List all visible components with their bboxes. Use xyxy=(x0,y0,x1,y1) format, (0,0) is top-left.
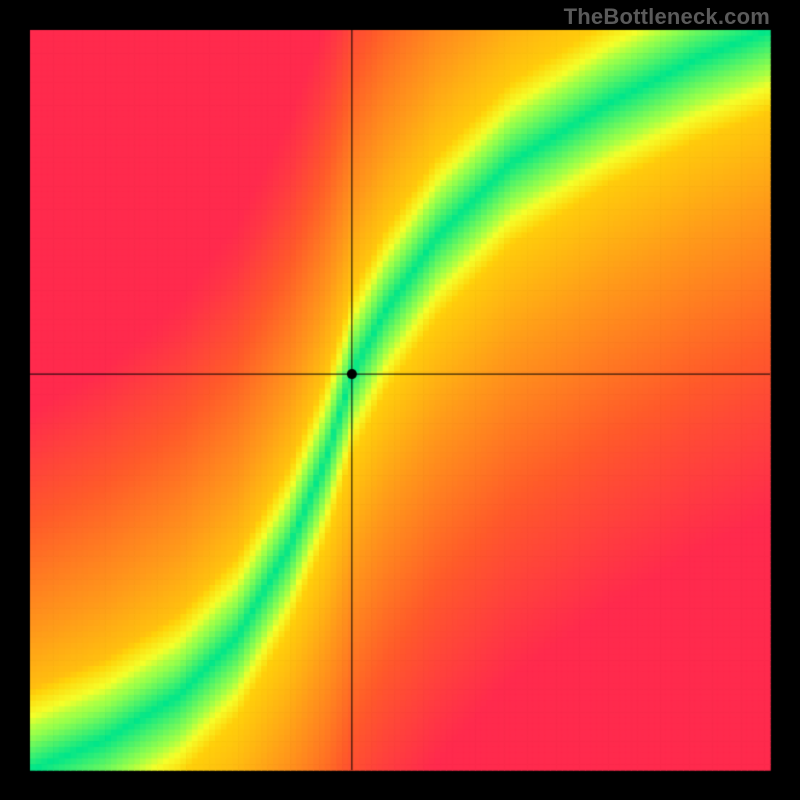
chart-container: TheBottleneck.com xyxy=(0,0,800,800)
watermark-text: TheBottleneck.com xyxy=(564,4,770,30)
heatmap-canvas xyxy=(0,0,800,800)
